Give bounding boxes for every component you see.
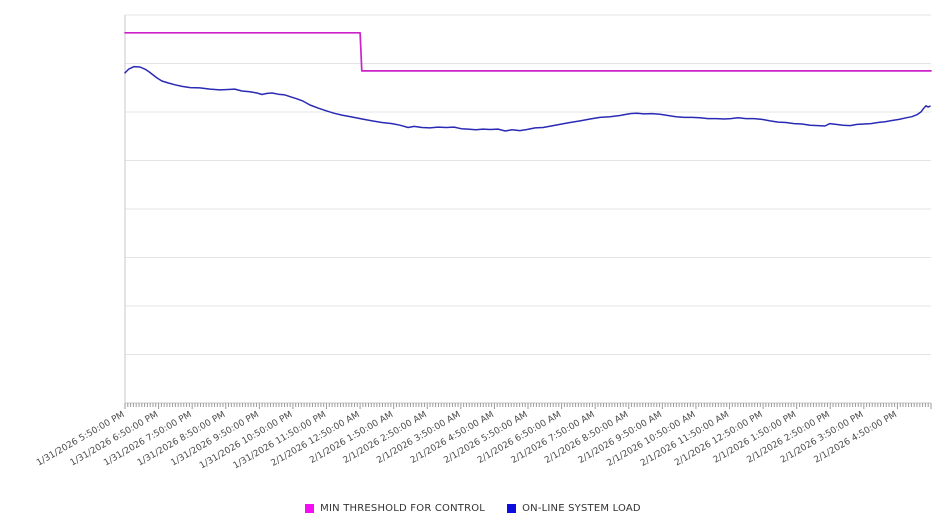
system-load-swatch-icon xyxy=(507,503,517,513)
series-line-min-threshold-for-control xyxy=(124,31,932,72)
series-line-on-line-system-load xyxy=(124,65,931,132)
legend-label-min-threshold: MIN THRESHOLD FOR CONTROL xyxy=(320,502,486,514)
chart-plot-area: 1/31/2026 5:50:00 PM1/31/2026 6:50:00 PM… xyxy=(35,14,932,471)
legend-item-min-threshold[interactable]: MIN THRESHOLD FOR CONTROL xyxy=(305,503,485,514)
min-threshold-swatch-icon xyxy=(305,503,315,513)
legend-label-system-load: ON-LINE SYSTEM LOAD xyxy=(522,502,641,514)
legend-item-system-load[interactable]: ON-LINE SYSTEM LOAD xyxy=(507,503,641,514)
chart-legend: MIN THRESHOLD FOR CONTROL ON-LINE SYSTEM… xyxy=(0,497,946,519)
